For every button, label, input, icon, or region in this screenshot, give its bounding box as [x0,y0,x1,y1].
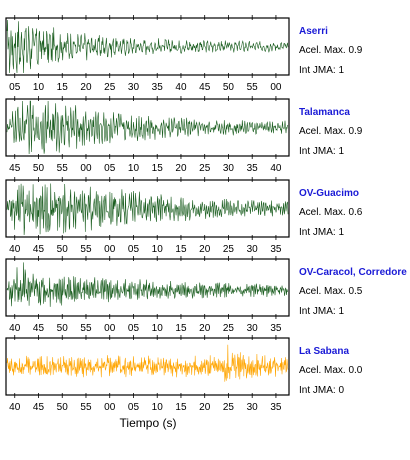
tick-label: 45 [33,402,45,413]
tick-label: 50 [57,244,69,255]
tick-label: 55 [80,244,92,255]
tick-label: 15 [175,402,187,413]
station-name: Talamanca [299,107,350,118]
tick-label: 00 [104,402,116,413]
tick-label: 55 [80,402,92,413]
tick-label: 40 [9,244,21,255]
tick-label: 20 [199,323,211,334]
tick-label: 20 [80,82,92,93]
station-name: OV-Caracol, Corredore [299,267,407,278]
tick-label: 45 [199,82,211,93]
tick-label: 00 [80,163,92,174]
tick-label: 00 [104,244,116,255]
waveform-trace [6,19,289,74]
tick-label: 40 [9,323,21,334]
tick-label: 10 [128,163,140,174]
seismogram-panel: 45 50 55 00 05 10 15 20 25 30 35 40 Talamanca Acel. M… [5,96,363,174]
panel-frame [5,258,290,317]
tick-label: 55 [57,163,69,174]
panel-frame [5,337,290,396]
seismogram-panel: 05 10 15 20 25 30 35 40 45 50 55 00 Aserri Acel. Max.… [5,15,363,93]
tick-label: 40 [175,82,187,93]
tick-label: 10 [152,244,164,255]
tick-label: 15 [175,244,187,255]
tick-label: 35 [247,163,259,174]
tick-label: 10 [152,402,164,413]
tick-label: 45 [9,163,21,174]
seismogram-panel: 40 45 50 55 00 05 10 15 20 25 30 35 OV-Guacimo Acel. … [5,177,363,255]
tick-label: 35 [152,82,164,93]
tick-label: 00 [270,82,282,93]
tick-label: 20 [199,244,211,255]
accel-max-label: Acel. Max. 0.9 [299,45,363,56]
panel-frame [5,17,290,76]
waveform-trace [6,100,289,155]
tick-label: 25 [104,82,116,93]
tick-label: 25 [223,323,235,334]
tick-label: 50 [33,163,45,174]
x-axis-label: Tiempo (s) [120,416,177,430]
tick-label: 45 [33,323,45,334]
tick-label: 25 [223,244,235,255]
tick-label: 50 [57,402,69,413]
waveform-trace [6,262,289,307]
tick-label: 45 [33,244,45,255]
tick-label: 30 [223,163,235,174]
tick-label: 10 [152,323,164,334]
jma-intensity-label: Int JMA: 0 [299,385,344,396]
accel-max-label: Acel. Max. 0.5 [299,286,363,297]
accel-max-label: Acel. Max. 0.6 [299,207,363,218]
tick-label: 40 [9,402,21,413]
jma-intensity-label: Int JMA: 1 [299,65,344,76]
tick-label: 10 [33,82,45,93]
waveform-trace [6,183,289,236]
seismogram-panel: 40 45 50 55 00 05 10 15 20 25 30 35 OV-Caracol, Corr… [5,256,407,334]
tick-label: 05 [104,163,116,174]
tick-label: 25 [223,402,235,413]
tick-label: 20 [199,402,211,413]
tick-label: 35 [270,402,282,413]
tick-label: 50 [223,82,235,93]
tick-label: 30 [247,323,259,334]
tick-label: 15 [152,163,164,174]
tick-label: 55 [80,323,92,334]
tick-label: 50 [57,323,69,334]
station-name: La Sabana [299,346,349,357]
tick-label: 00 [104,323,116,334]
panel-frame [5,98,290,157]
panel-frame [5,179,290,238]
tick-label: 40 [270,163,282,174]
tick-label: 35 [270,244,282,255]
waveform-trace [6,344,289,382]
tick-label: 05 [9,82,21,93]
seismogram-panel: 40 45 50 55 00 05 10 15 20 25 30 35 La Sabana Acel. M… [5,335,363,413]
tick-label: 15 [175,323,187,334]
tick-label: 35 [270,323,282,334]
tick-label: 15 [57,82,69,93]
station-name: Aserri [299,26,328,37]
tick-label: 30 [247,244,259,255]
tick-label: 20 [175,163,187,174]
station-name: OV-Guacimo [299,188,359,199]
accel-max-label: Acel. Max. 0.9 [299,126,363,137]
tick-label: 55 [247,82,259,93]
tick-label: 05 [128,244,140,255]
accel-max-label: Acel. Max. 0.0 [299,365,363,376]
tick-label: 05 [128,323,140,334]
tick-label: 25 [199,163,211,174]
tick-label: 30 [247,402,259,413]
tick-label: 30 [128,82,140,93]
jma-intensity-label: Int JMA: 1 [299,306,344,317]
tick-label: 05 [128,402,140,413]
jma-intensity-label: Int JMA: 1 [299,146,344,157]
jma-intensity-label: Int JMA: 1 [299,227,344,238]
